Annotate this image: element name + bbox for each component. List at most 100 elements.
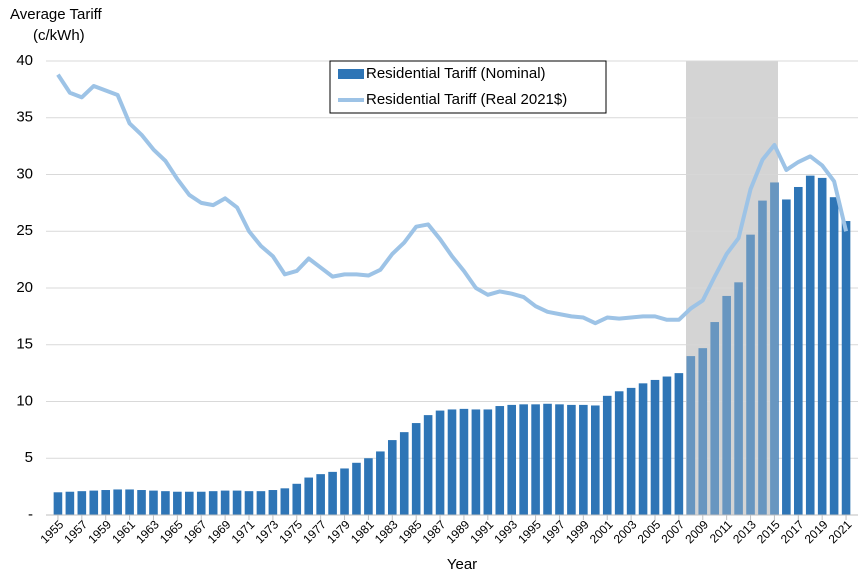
x-tick-group: 1995 <box>515 517 544 546</box>
bar <box>232 490 242 515</box>
bar <box>841 221 851 515</box>
x-tick-label: 2017 <box>778 517 807 546</box>
x-tick-label: 1983 <box>372 517 401 546</box>
bar <box>280 488 290 515</box>
x-tick-group: 1965 <box>157 517 186 546</box>
y-tick-label: 40 <box>16 52 33 69</box>
x-tick-group: 2013 <box>730 517 759 546</box>
bar <box>220 490 230 515</box>
bar <box>184 491 194 515</box>
bar <box>244 491 254 515</box>
bar <box>268 490 278 515</box>
x-tick-group: 2015 <box>754 517 783 546</box>
legend-box <box>329 60 607 114</box>
bar <box>770 182 779 515</box>
bar <box>543 403 552 515</box>
bar <box>196 491 206 515</box>
bar <box>53 492 63 515</box>
bar <box>805 175 815 515</box>
x-tick-label: 1965 <box>157 517 186 546</box>
bar <box>555 404 564 515</box>
bar <box>734 282 743 515</box>
x-tick-group: 2017 <box>778 517 807 546</box>
bar <box>829 197 839 515</box>
bar <box>208 491 218 515</box>
bar <box>579 404 588 515</box>
y-title: (c/kWh) <box>33 27 85 44</box>
x-tick-label: 1955 <box>38 517 67 546</box>
bar <box>674 373 684 515</box>
x-tick-label: 1997 <box>539 517 568 546</box>
bar <box>722 295 731 515</box>
x-tick-label: 1959 <box>85 517 114 546</box>
y-tick-label: 15 <box>16 336 33 353</box>
x-tick-group: 2001 <box>587 517 616 546</box>
bar <box>89 490 99 515</box>
bar <box>519 404 528 515</box>
x-tick-group: 1989 <box>444 517 473 546</box>
bar <box>376 451 385 515</box>
bar <box>626 387 636 515</box>
bar <box>447 409 457 515</box>
x-tick-label: 1989 <box>444 517 473 546</box>
bar <box>161 491 170 515</box>
x-tick-label: 1991 <box>467 517 496 546</box>
highlight-overlay <box>686 61 778 515</box>
x-tick-group: 1983 <box>372 517 401 546</box>
x-tick-group: 2003 <box>611 517 640 546</box>
x-tick-label: 1977 <box>300 517 329 546</box>
bar <box>137 490 146 515</box>
y-tick-label: 5 <box>25 449 33 466</box>
x-tick-group: 1979 <box>324 517 353 546</box>
line-series <box>56 73 849 326</box>
bar <box>173 491 182 515</box>
x-tick-label: 2011 <box>707 517 735 545</box>
x-tick-group: 2007 <box>658 517 687 546</box>
x-tick-label: 1963 <box>133 517 162 546</box>
x-tick-label: 2007 <box>658 517 687 546</box>
x-tick-label: 1957 <box>61 517 90 546</box>
x-tick-group: 1957 <box>61 517 90 546</box>
x-tick-label: 1985 <box>396 517 425 546</box>
bar <box>65 491 75 515</box>
bar <box>686 356 696 515</box>
x-tick-group: 1997 <box>539 517 568 546</box>
y-tick-label: 20 <box>16 279 33 296</box>
bar <box>352 462 361 515</box>
x-tick-group: 1987 <box>420 517 449 546</box>
bar <box>292 483 302 515</box>
x-tick-label: 1971 <box>229 517 258 546</box>
bar <box>411 423 421 515</box>
bar <box>507 404 517 515</box>
bar <box>483 409 493 515</box>
x-tick-group: 1973 <box>252 517 281 546</box>
x-tick-group: 1985 <box>396 517 425 546</box>
x-axis-label: Year <box>447 556 477 573</box>
x-tick-label: 1981 <box>348 517 377 546</box>
x-tick-label: 2003 <box>611 517 640 546</box>
x-tick-group: 1993 <box>491 517 520 546</box>
bar <box>567 404 576 515</box>
legend-swatch <box>338 69 364 79</box>
x-tick-group: 1969 <box>205 517 234 546</box>
bar <box>817 177 827 515</box>
x-tick-group: 1959 <box>85 517 114 546</box>
bar <box>399 432 409 515</box>
bar <box>304 477 314 515</box>
x-tick-group: 2021 <box>826 517 855 546</box>
x-tick-group: 1981 <box>348 517 377 546</box>
bar <box>471 409 481 515</box>
x-tick-label: 2013 <box>730 517 759 546</box>
bar <box>256 491 266 515</box>
y-tick-label: 35 <box>16 109 33 126</box>
bar <box>746 234 755 515</box>
y-tick-label: 10 <box>16 392 33 409</box>
x-tick-label: 1967 <box>181 517 210 546</box>
x-tick-label: 1969 <box>205 517 234 546</box>
x-tick-label: 2005 <box>635 517 664 546</box>
x-tick-group: 1991 <box>467 517 496 546</box>
x-tick-group: 1955 <box>38 517 67 546</box>
bar <box>149 490 158 515</box>
x-tick-label: 1973 <box>252 517 281 546</box>
